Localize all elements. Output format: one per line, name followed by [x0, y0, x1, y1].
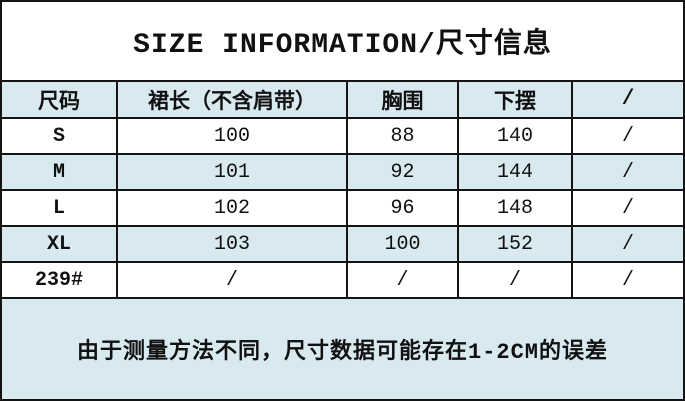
table-row: XL 103 100 152/ — [2, 225, 683, 263]
size-label-cell: M — [2, 153, 118, 191]
table-row: M 101 92 144/ — [2, 153, 683, 191]
size-table: 尺码 裙长（不含肩带） 胸围 下摆 / S 100 88 140/M 101 92 144/L 102… — [2, 82, 683, 299]
size-label-cell: XL — [2, 225, 118, 263]
value-cell: 96 — [346, 189, 459, 227]
value-cell: 101 — [116, 153, 348, 191]
table-row: L 102 96 148/ — [2, 189, 683, 227]
header-cell: 胸围 — [346, 82, 459, 119]
header-cell: 裙长（不含肩带） — [116, 82, 348, 119]
header-cell: 下摆 — [457, 82, 573, 119]
value-cell: / — [346, 261, 459, 299]
value-cell: / — [571, 225, 683, 263]
value-cell: / — [571, 261, 683, 299]
size-label-cell: 239# — [2, 261, 118, 299]
size-label-cell: S — [2, 117, 118, 155]
value-cell: 144 — [457, 153, 573, 191]
header-cell: 尺码 — [2, 82, 118, 119]
value-cell: / — [457, 261, 573, 299]
table-body: S 100 88 140/M 101 92 144/L 102 96 148/XL 103 100 15… — [2, 117, 683, 299]
value-cell: 140 — [457, 117, 573, 155]
value-cell: / — [571, 189, 683, 227]
header-cell-slash: / — [571, 82, 683, 119]
page-title: SIZE INFORMATION/尺寸信息 — [2, 2, 683, 82]
header-row: 尺码 裙长（不含肩带） 胸围 下摆 / — [2, 82, 683, 119]
table-row: 239# / / / / — [2, 261, 683, 299]
value-cell: / — [571, 153, 683, 191]
value-cell: 100 — [116, 117, 348, 155]
table-row: S 100 88 140/ — [2, 117, 683, 155]
value-cell: 88 — [346, 117, 459, 155]
size-label-cell: L — [2, 189, 118, 227]
value-cell: 102 — [116, 189, 348, 227]
value-cell: / — [571, 117, 683, 155]
value-cell: 100 — [346, 225, 459, 263]
footer-note: 由于测量方法不同，尺寸数据可能存在1-2CM的误差 — [2, 299, 683, 399]
value-cell: / — [116, 261, 348, 299]
value-cell: 103 — [116, 225, 348, 263]
value-cell: 148 — [457, 189, 573, 227]
value-cell: 92 — [346, 153, 459, 191]
value-cell: 152 — [457, 225, 573, 263]
